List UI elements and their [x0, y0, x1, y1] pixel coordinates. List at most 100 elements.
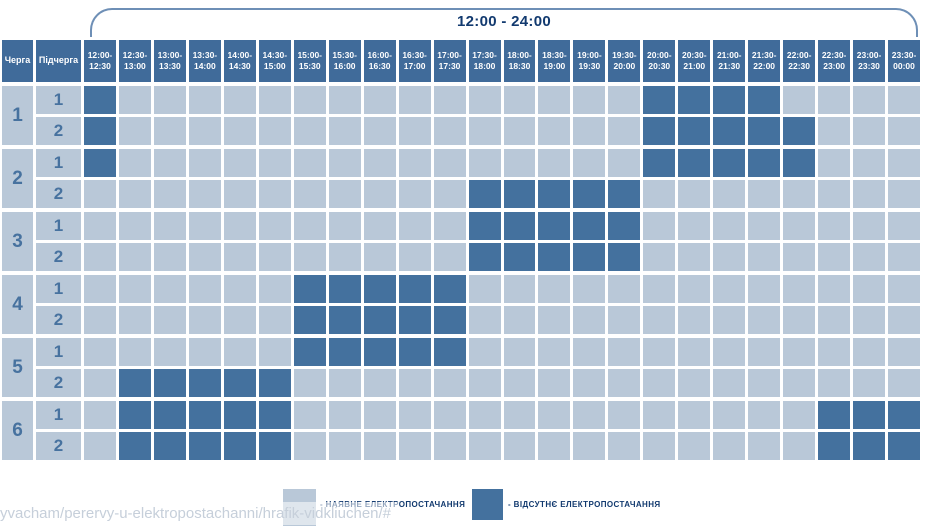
schedule-cell-available — [188, 180, 221, 208]
schedule-cell-outage — [783, 149, 816, 177]
schedule-cell-available — [153, 212, 186, 240]
schedule-cell-available — [328, 369, 361, 397]
pidcherha-label: 1 — [36, 401, 81, 429]
schedule-cell-outage — [188, 401, 221, 429]
time-slot-header: 23:30- 00:00 — [888, 40, 920, 82]
schedule-cell-available — [748, 432, 781, 460]
schedule-cell-outage — [258, 401, 291, 429]
schedule-cell-available — [433, 243, 466, 271]
schedule-cell-outage — [328, 275, 361, 303]
schedule-grid: Черга Підчерга 12:00- 12:30 12:30- 13:00 13:… — [2, 40, 920, 460]
schedule-cell-available — [643, 212, 676, 240]
schedule-cell-available — [223, 275, 256, 303]
schedule-cell-available — [84, 212, 116, 240]
schedule-cell-available — [293, 180, 326, 208]
pidcherha-label: 2 — [36, 243, 81, 271]
time-slot-header: 15:30- 16:00 — [328, 40, 361, 82]
time-range-brace: 12:00 - 24:00 — [90, 8, 918, 37]
schedule-cell-available — [363, 243, 396, 271]
schedule-cell-available — [818, 338, 851, 366]
schedule-cell-available — [818, 149, 851, 177]
schedule-cell-available — [853, 86, 886, 114]
schedule-cell-available — [223, 243, 256, 271]
time-slot-header: 22:30- 23:00 — [818, 40, 851, 82]
schedule-cell-available — [118, 243, 151, 271]
schedule-cell-available — [678, 338, 711, 366]
schedule-cell-outage — [713, 117, 746, 145]
schedule-cell-available — [84, 306, 116, 334]
schedule-cell-available — [468, 369, 501, 397]
schedule-cell-available — [363, 180, 396, 208]
schedule-cell-outage — [573, 212, 606, 240]
schedule-cell-available — [468, 86, 501, 114]
schedule-cell-available — [608, 338, 641, 366]
schedule-cell-outage — [678, 117, 711, 145]
schedule-cell-available — [573, 401, 606, 429]
schedule-cell-available — [678, 369, 711, 397]
schedule-cell-available — [643, 180, 676, 208]
schedule-cell-available — [713, 306, 746, 334]
time-slot-header: 20:30- 21:00 — [678, 40, 711, 82]
schedule-cell-available — [84, 432, 116, 460]
schedule-cell-outage — [328, 338, 361, 366]
schedule-cell-available — [363, 212, 396, 240]
schedule-cell-available — [398, 149, 431, 177]
schedule-cell-available — [328, 212, 361, 240]
schedule-cell-available — [84, 180, 116, 208]
schedule-cell-outage — [84, 149, 116, 177]
schedule-cell-available — [888, 338, 920, 366]
schedule-cell-outage — [713, 86, 746, 114]
time-slot-header: 14:00- 14:30 — [223, 40, 256, 82]
time-slot-header: 16:00- 16:30 — [363, 40, 396, 82]
time-slot-header: 19:30- 20:00 — [608, 40, 641, 82]
schedule-cell-available — [538, 149, 571, 177]
schedule-cell-outage — [84, 86, 116, 114]
schedule-cell-available — [118, 212, 151, 240]
schedule-cell-available — [258, 180, 291, 208]
schedule-cell-available — [573, 432, 606, 460]
schedule-cell-outage — [84, 117, 116, 145]
schedule-cell-available — [153, 275, 186, 303]
schedule-cell-available — [188, 212, 221, 240]
schedule-cell-available — [818, 369, 851, 397]
legend-outage-swatch — [472, 489, 503, 520]
schedule-cell-available — [713, 275, 746, 303]
schedule-cell-outage — [538, 243, 571, 271]
schedule-cell-available — [188, 275, 221, 303]
schedule-cell-available — [853, 306, 886, 334]
schedule-cell-available — [748, 212, 781, 240]
cherha-label: 3 — [2, 212, 33, 271]
schedule-cell-available — [888, 180, 920, 208]
schedule-cell-available — [223, 149, 256, 177]
time-slot-header: 12:30- 13:00 — [118, 40, 151, 82]
schedule-cell-outage — [468, 243, 501, 271]
schedule-cell-available — [118, 117, 151, 145]
schedule-cell-available — [643, 275, 676, 303]
schedule-cell-available — [538, 401, 571, 429]
schedule-cell-available — [118, 306, 151, 334]
schedule-cell-available — [888, 86, 920, 114]
schedule-cell-available — [748, 180, 781, 208]
schedule-cell-available — [468, 432, 501, 460]
schedule-cell-available — [328, 149, 361, 177]
schedule-cell-available — [573, 149, 606, 177]
time-slot-header: 18:30- 19:00 — [538, 40, 571, 82]
schedule-cell-available — [223, 180, 256, 208]
schedule-cell-available — [713, 369, 746, 397]
time-slot-header: 17:00- 17:30 — [433, 40, 466, 82]
schedule-cell-available — [608, 117, 641, 145]
pidcherha-label: 1 — [36, 86, 81, 114]
schedule-cell-available — [538, 275, 571, 303]
schedule-cell-available — [293, 243, 326, 271]
schedule-cell-available — [608, 401, 641, 429]
schedule-cell-outage — [643, 86, 676, 114]
schedule-cell-available — [223, 306, 256, 334]
schedule-cell-outage — [678, 86, 711, 114]
schedule-cell-available — [153, 180, 186, 208]
time-slot-header: 15:00- 15:30 — [293, 40, 326, 82]
pidcherha-label: 1 — [36, 149, 81, 177]
cherha-label: 1 — [2, 86, 33, 145]
